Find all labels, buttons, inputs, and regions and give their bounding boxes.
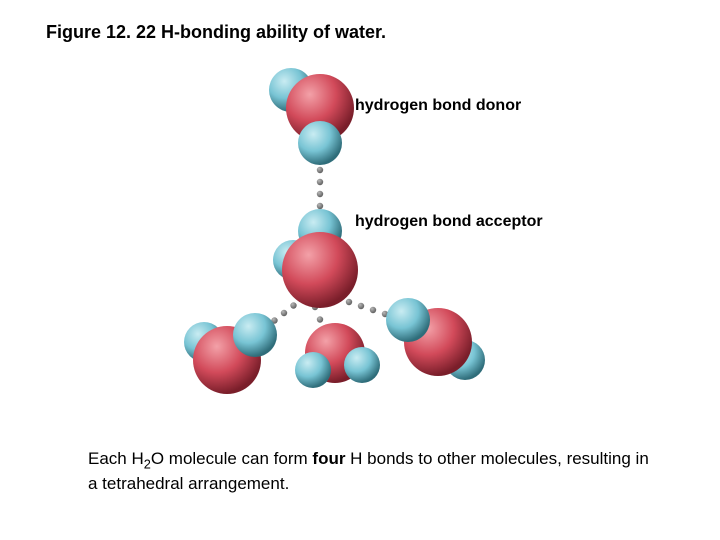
- label-hbond-donor: hydrogen bond donor: [355, 97, 521, 115]
- hydrogen-atom: [386, 298, 430, 342]
- caption-subscript: 2: [144, 456, 151, 471]
- figure-title: Figure 12. 22 H-bonding ability of water…: [46, 22, 386, 43]
- hbond-dot: [281, 310, 287, 316]
- caption-bold: four: [312, 449, 345, 468]
- water-hbond-diagram: [165, 60, 515, 430]
- atom-spheres: [184, 68, 485, 394]
- hbond-dot: [317, 191, 323, 197]
- figure-caption: Each H2O molecule can form four H bonds …: [88, 448, 658, 496]
- hbond-dot: [358, 303, 364, 309]
- hbond-dot: [370, 307, 376, 313]
- hydrogen-atom: [344, 347, 380, 383]
- caption-text: Each H: [88, 449, 144, 468]
- caption-text: O molecule can form: [151, 449, 313, 468]
- hbond-dot: [317, 167, 323, 173]
- hbond-dot: [317, 316, 323, 322]
- oxygen-atom: [282, 232, 358, 308]
- hbond-dot: [290, 302, 296, 308]
- hbond-dot: [317, 203, 323, 209]
- hbond-dot: [317, 179, 323, 185]
- hydrogen-atom: [295, 352, 331, 388]
- hydrogen-atom: [233, 313, 277, 357]
- hbond-dot: [346, 299, 352, 305]
- hydrogen-atom: [298, 121, 342, 165]
- label-hbond-acceptor: hydrogen bond acceptor: [355, 213, 543, 231]
